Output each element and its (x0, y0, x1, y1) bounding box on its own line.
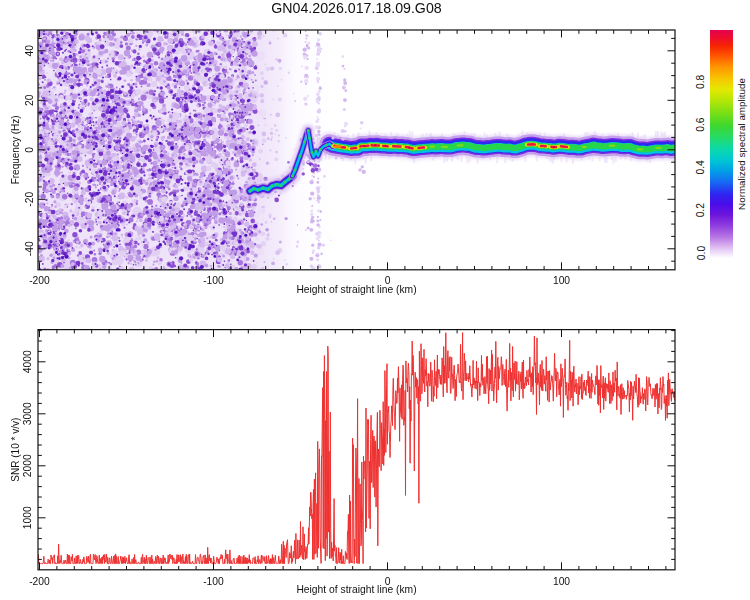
svg-text:0.2: 0.2 (696, 203, 707, 218)
svg-text:-200: -200 (29, 576, 50, 587)
svg-text:1000: 1000 (22, 506, 33, 529)
svg-text:3000: 3000 (22, 402, 33, 425)
svg-text:SNR (10 * v/v): SNR (10 * v/v) (10, 418, 21, 482)
svg-text:4000: 4000 (22, 350, 33, 373)
svg-text:Height of straight line (km): Height of straight line (km) (296, 284, 416, 295)
svg-text:Normalized spectral amplitude: Normalized spectral amplitude (736, 78, 747, 210)
svg-text:0.6: 0.6 (696, 117, 707, 132)
svg-text:Frequency (Hz): Frequency (Hz) (10, 115, 21, 184)
svg-text:-40: -40 (25, 241, 36, 256)
svg-text:-100: -100 (203, 275, 224, 286)
svg-text:100: 100 (553, 275, 570, 286)
svg-text:Height of straight line (km): Height of straight line (km) (296, 584, 416, 595)
svg-text:0.8: 0.8 (696, 74, 707, 89)
svg-text:40: 40 (25, 45, 36, 57)
svg-text:100: 100 (553, 576, 570, 587)
svg-text:0.0: 0.0 (696, 246, 707, 261)
svg-text:-100: -100 (203, 576, 224, 587)
svg-text:20: 20 (25, 94, 36, 106)
svg-text:0: 0 (25, 147, 36, 153)
svg-text:-20: -20 (25, 192, 36, 207)
svg-text:0.4: 0.4 (696, 160, 707, 175)
svg-text:GN04.2026.017.18.09.G08: GN04.2026.017.18.09.G08 (271, 0, 441, 16)
svg-text:-200: -200 (29, 275, 50, 286)
svg-text:2000: 2000 (22, 454, 33, 477)
